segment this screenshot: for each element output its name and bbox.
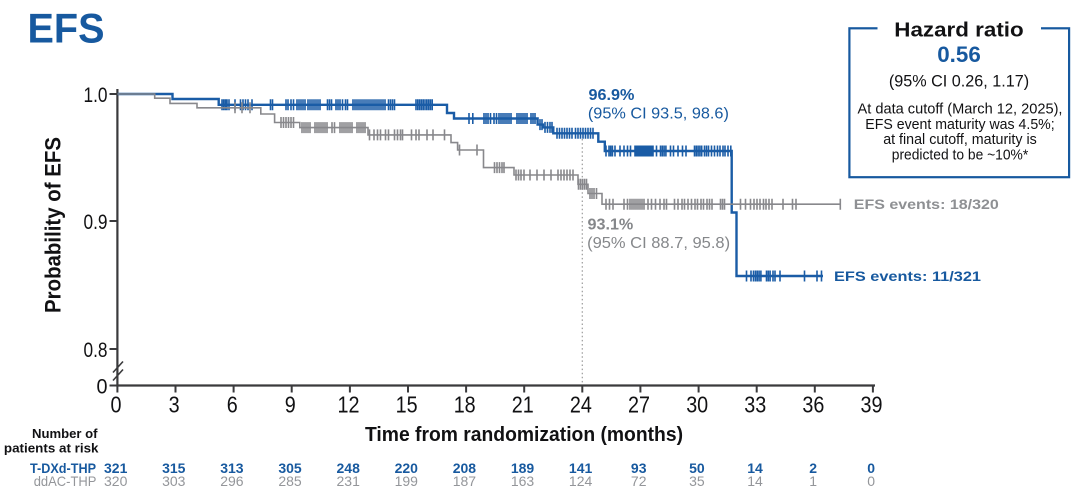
svg-text:187: 187 — [453, 473, 477, 489]
svg-text:(95% CI 93.5, 98.6): (95% CI 93.5, 98.6) — [588, 106, 729, 123]
svg-text:303: 303 — [162, 473, 186, 489]
svg-text:220: 220 — [395, 460, 419, 476]
svg-text:93.1%: 93.1% — [588, 217, 634, 234]
svg-text:189: 189 — [511, 460, 535, 476]
svg-text:EFS events: 18/320: EFS events: 18/320 — [854, 196, 999, 212]
svg-text:EFS events: 11/321: EFS events: 11/321 — [834, 268, 981, 284]
svg-text:Time from randomization (month: Time from randomization (months) — [365, 424, 683, 446]
svg-text:208: 208 — [453, 460, 477, 476]
svg-text:96.9%: 96.9% — [589, 87, 635, 104]
svg-text:0.9: 0.9 — [84, 211, 108, 234]
svg-text:93: 93 — [631, 460, 647, 476]
svg-text:321: 321 — [104, 460, 128, 476]
svg-text:141: 141 — [569, 460, 593, 476]
svg-text:50: 50 — [689, 460, 705, 476]
svg-text:ddAC-THP: ddAC-THP — [34, 473, 97, 489]
svg-text:1: 1 — [809, 473, 817, 489]
svg-text:0: 0 — [111, 392, 122, 418]
svg-text:305: 305 — [278, 460, 302, 476]
svg-text:12: 12 — [338, 392, 360, 418]
svg-text:27: 27 — [628, 392, 650, 418]
svg-text:36: 36 — [802, 392, 824, 418]
svg-text:15: 15 — [396, 392, 418, 418]
svg-text:30: 30 — [686, 392, 708, 418]
svg-text:124: 124 — [569, 473, 593, 489]
svg-text:3: 3 — [169, 392, 180, 418]
svg-text:33: 33 — [744, 392, 766, 418]
svg-text:patients at risk: patients at risk — [4, 442, 99, 456]
svg-text:199: 199 — [395, 473, 419, 489]
svg-text:1.0: 1.0 — [84, 84, 108, 107]
svg-text:At data cutoff (March 12, 2025: At data cutoff (March 12, 2025), — [858, 101, 1063, 118]
svg-text:39: 39 — [861, 392, 883, 418]
svg-text:285: 285 — [278, 473, 302, 489]
svg-text:0: 0 — [867, 460, 875, 476]
svg-text:(95% CI 0.26, 1.17): (95% CI 0.26, 1.17) — [889, 73, 1029, 91]
svg-text:Hazard ratio: Hazard ratio — [894, 19, 1023, 42]
svg-text:EFS event maturity was 4.5%;: EFS event maturity was 4.5%; — [865, 116, 1054, 133]
svg-text:0.8: 0.8 — [84, 339, 108, 362]
svg-text:24: 24 — [570, 392, 592, 418]
svg-text:163: 163 — [511, 473, 535, 489]
svg-text:(95% CI 88.7, 95.8): (95% CI 88.7, 95.8) — [587, 235, 730, 252]
svg-text:0: 0 — [97, 376, 108, 399]
svg-text:Probability of EFS: Probability of EFS — [41, 137, 66, 313]
svg-text:0: 0 — [867, 473, 875, 489]
svg-text:21: 21 — [512, 392, 534, 418]
svg-text:14: 14 — [747, 460, 763, 476]
svg-text:231: 231 — [337, 473, 361, 489]
svg-text:2: 2 — [809, 460, 817, 476]
svg-text:313: 313 — [220, 460, 244, 476]
svg-text:320: 320 — [104, 473, 128, 489]
svg-text:72: 72 — [631, 473, 647, 489]
svg-text:T-DXd-THP: T-DXd-THP — [30, 460, 96, 476]
svg-text:18: 18 — [454, 392, 476, 418]
svg-text:at final cutoff, maturity is: at final cutoff, maturity is — [883, 131, 1037, 148]
svg-text:Number of: Number of — [32, 427, 98, 441]
svg-text:9: 9 — [285, 392, 296, 418]
svg-text:315: 315 — [162, 460, 186, 476]
svg-text:35: 35 — [689, 473, 705, 489]
svg-text:14: 14 — [747, 473, 763, 489]
svg-text:296: 296 — [220, 473, 244, 489]
svg-text:6: 6 — [227, 392, 238, 418]
svg-text:EFS: EFS — [28, 5, 105, 52]
svg-text:0.56: 0.56 — [937, 42, 981, 67]
svg-text:248: 248 — [337, 460, 361, 476]
svg-text:predicted to be ~10%*: predicted to be ~10%* — [892, 147, 1029, 164]
